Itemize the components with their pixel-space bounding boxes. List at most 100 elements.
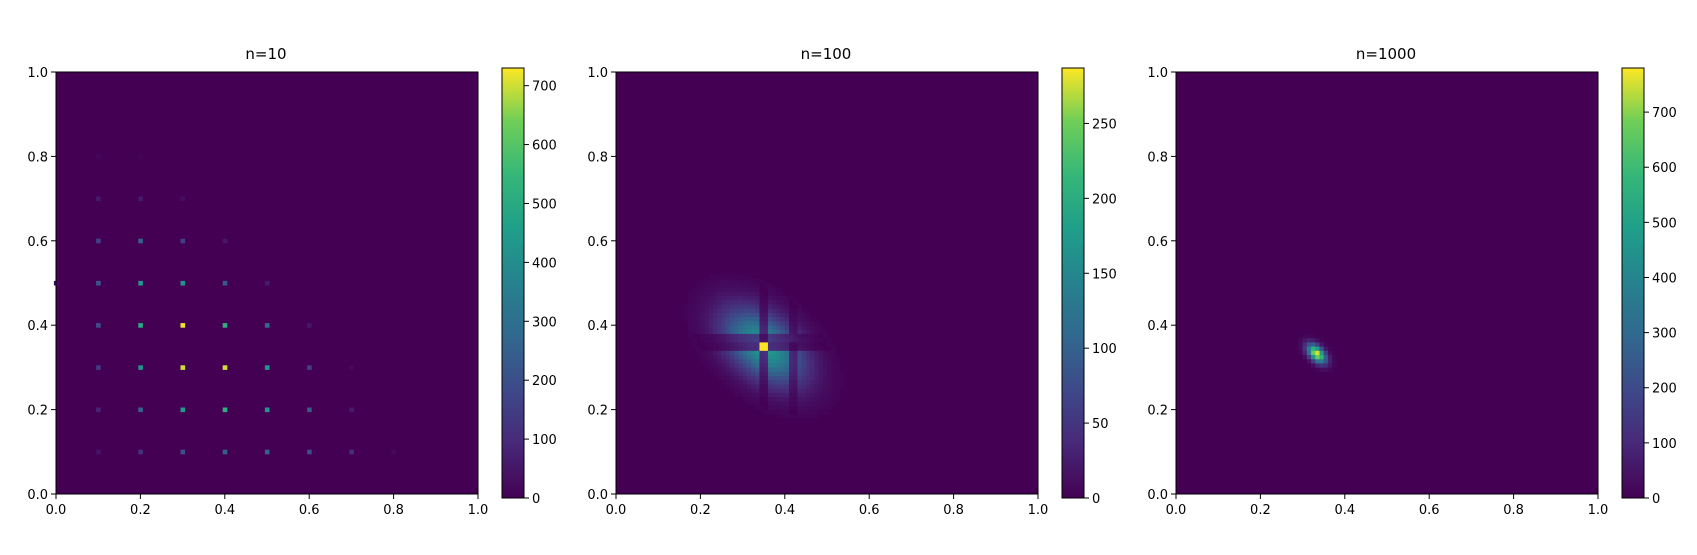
heatmap-cell [772, 380, 777, 385]
heatmap-cell [755, 401, 760, 406]
heatmap-cell [1323, 358, 1329, 364]
heatmap-cell [700, 283, 705, 288]
heatmap-cell [729, 333, 735, 339]
heatmap-cell [738, 304, 743, 309]
heatmap-cell [713, 299, 718, 305]
y-tick-label: 1.0 [587, 66, 608, 81]
heatmap-cell [793, 375, 798, 381]
heatmap-cell [713, 283, 718, 288]
heatmap-cell [784, 304, 790, 309]
x-tick-label: 0.8 [1503, 503, 1524, 518]
heatmap-cell [704, 325, 710, 330]
heatmap-cell [835, 396, 840, 402]
heatmap-cell [696, 325, 701, 330]
heatmap-cell [391, 449, 397, 455]
heatmap-cell [784, 299, 790, 305]
heatmap-cell [725, 354, 731, 360]
heatmap-cell [780, 392, 786, 398]
heatmap-cell [797, 320, 802, 326]
heatmap-cell [831, 380, 836, 385]
heatmap-cell [742, 304, 748, 309]
heatmap-cell [810, 375, 815, 381]
heatmap-cell [789, 413, 794, 419]
heatmap-cell [797, 413, 802, 419]
heatmap-cell [776, 413, 781, 419]
heatmap-cell [822, 367, 828, 372]
heatmap-cell [742, 278, 748, 284]
heatmap-cell [797, 409, 802, 415]
heatmap-cell [751, 333, 756, 339]
heatmap-cell [822, 384, 828, 389]
heatmap-cell [708, 283, 714, 288]
panel-n10: n=10 0.0 0.2 0.4 0.6 0.8 1.0 0.0 0.2 0.4 0.6 0.8 1… [27, 45, 557, 518]
heatmap-cell [738, 329, 743, 334]
heatmap-cell [721, 299, 727, 305]
heatmap-cell [784, 375, 790, 381]
heatmap-cell [827, 342, 832, 347]
heatmap-cell [797, 346, 802, 351]
heatmap-cell [734, 295, 739, 301]
heatmap-cell [784, 358, 790, 364]
heatmap-cell [725, 337, 731, 343]
heatmap-cell [801, 413, 807, 419]
heatmap-cell [704, 354, 710, 360]
heatmap-cell [687, 295, 693, 301]
heatmap-cell [818, 371, 824, 377]
heatmap-cell [264, 365, 270, 370]
heatmap-cell [763, 299, 769, 305]
heatmap-cell [814, 367, 819, 372]
heatmap-cell [725, 333, 731, 339]
heatmap-cell [713, 371, 718, 377]
heatmap-cell [772, 291, 777, 296]
heatmap-cell [818, 405, 824, 410]
heatmap-cell [793, 363, 798, 368]
heatmap-cell [835, 354, 840, 360]
heatmap-cell [789, 380, 794, 385]
heatmap-cell [717, 308, 722, 313]
heatmap-cell [713, 363, 718, 368]
heatmap-cell [831, 401, 836, 406]
heatmap-cell [704, 350, 710, 356]
heatmap-cell [763, 409, 769, 415]
heatmap-cell [822, 405, 828, 410]
heatmap-cell [776, 375, 781, 381]
heatmap-cell [797, 401, 802, 406]
heatmap-cell [721, 291, 727, 296]
x-tick-label: 0.8 [943, 503, 964, 518]
heatmap-cell [772, 304, 777, 309]
heatmap-cell [801, 308, 807, 313]
heatmap-cell [755, 371, 760, 377]
heatmap-cell [717, 325, 722, 330]
colorbar-scale [501, 67, 525, 499]
heatmap-cell [734, 329, 739, 334]
heatmap-cell [138, 323, 143, 328]
heatmap-cell [801, 396, 807, 402]
heatmap-cell [831, 367, 836, 372]
x-tick-label: 0.4 [1334, 503, 1355, 518]
heatmap-cell [818, 350, 824, 356]
heatmap-cell [818, 375, 824, 381]
heatmap-cell [96, 449, 101, 455]
heatmap-cell [746, 354, 752, 360]
heatmap-cell [721, 342, 727, 347]
heatmap-cell [1323, 363, 1329, 368]
y-tick-label: 1.0 [27, 66, 48, 81]
heatmap-cell [708, 354, 714, 360]
heatmap-cell [742, 274, 748, 280]
heatmap-cell [746, 291, 752, 296]
heatmap-cell [742, 320, 748, 326]
heatmap-cell [704, 342, 710, 347]
heatmap-cell [789, 358, 794, 364]
heatmap-cell [801, 409, 807, 415]
heatmap-cell [700, 354, 705, 360]
heatmap-cell [742, 375, 748, 381]
heatmap-cell [751, 371, 756, 377]
heatmap-cell [822, 350, 828, 356]
heatmap-cell [734, 350, 739, 356]
heatmap-cell [759, 304, 764, 309]
heatmap-cell [738, 295, 743, 301]
heatmap-cell [759, 354, 764, 360]
heatmap-background [1176, 72, 1598, 494]
heatmap-cell [704, 308, 710, 313]
heatmap-cell [822, 375, 828, 381]
